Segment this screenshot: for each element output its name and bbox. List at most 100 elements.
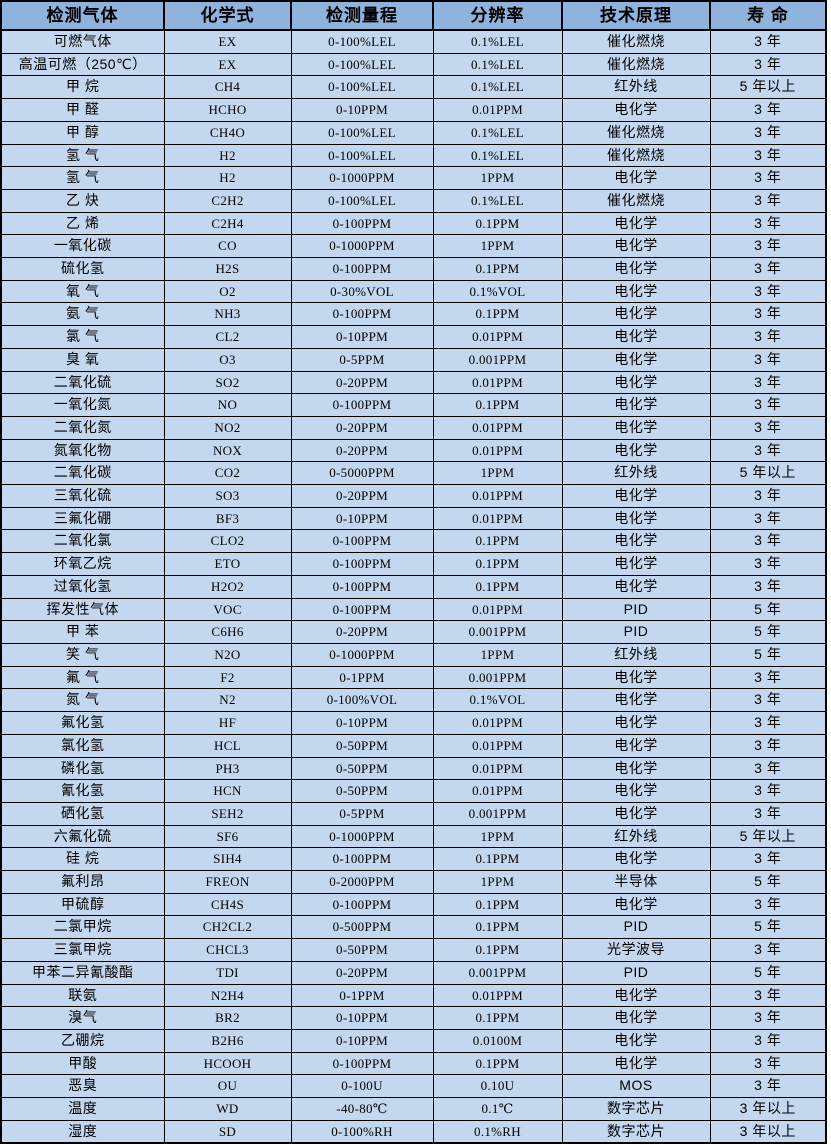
cell-formula: C2H4 (164, 212, 292, 236)
table-row: 溴气 BR2 0-10PPM 0.1PPM 电化学 3 年 (1, 1006, 826, 1030)
cell-life: 3 年 (710, 98, 826, 122)
cell-principle: 半导体 (562, 870, 711, 894)
cell-formula: O3 (164, 348, 292, 372)
cell-gas: 氮氧化物 (1, 439, 165, 463)
cell-resolution: 0.1%LEL (433, 30, 563, 54)
cell-life: 3 年 (710, 325, 826, 349)
cell-principle: PID (562, 961, 711, 985)
cell-life: 5 年 (710, 961, 826, 985)
cell-principle: 电化学 (562, 847, 711, 872)
table-row: 氢 气 H2 0-1000PPM 1PPM 电化学 3 年 (1, 166, 826, 190)
cell-range: 0-5PPM (291, 802, 434, 826)
cell-resolution: 0.1PPM (433, 893, 563, 917)
table-row: 甲 烷 CH4 0-100%LEL 0.1%LEL 红外线 5 年以上 (1, 75, 826, 100)
cell-gas: 二氧化硫 (1, 371, 165, 395)
cell-principle: MOS (562, 1074, 711, 1099)
cell-range: 0-20PPM (291, 371, 434, 395)
cell-gas: 甲 烷 (1, 75, 165, 100)
cell-range: 0-1000PPM (291, 643, 434, 667)
table-row: 高温可燃（250℃） EX 0-100%LEL 0.1%LEL 催化燃烧 3 年 (1, 53, 826, 77)
table-row: 氰化氢 HCN 0-50PPM 0.01PPM 电化学 3 年 (1, 779, 826, 803)
table-row: 甲 醇 CH4O 0-100%LEL 0.1%LEL 催化燃烧 3 年 (1, 121, 826, 145)
table-row: 联氨 N2H4 0-1PPM 0.01PPM 电化学 3 年 (1, 984, 826, 1008)
cell-principle: 数字芯片 (562, 1097, 711, 1121)
cell-life: 3 年 (710, 257, 826, 281)
column-header-formula: 化学式 (164, 1, 292, 31)
cell-gas: 三氟化硼 (1, 507, 165, 531)
table-row: 氟 气 F2 0-1PPM 0.001PPM 电化学 3 年 (1, 666, 826, 690)
cell-life: 3 年 (710, 439, 826, 463)
cell-gas: 湿度 (1, 1120, 165, 1144)
cell-gas: 甲酸 (1, 1052, 165, 1076)
cell-resolution: 0.01PPM (433, 757, 563, 781)
cell-resolution: 0.1PPM (433, 302, 563, 327)
cell-resolution: 0.001PPM (433, 666, 563, 690)
cell-principle: 电化学 (562, 302, 711, 327)
cell-range: 0-2000PPM (291, 870, 434, 894)
cell-principle: 红外线 (562, 461, 711, 486)
cell-life: 3 年 (710, 416, 826, 440)
cell-formula: NO2 (164, 416, 292, 440)
cell-principle: 电化学 (562, 371, 711, 395)
cell-gas: 恶臭 (1, 1074, 165, 1099)
cell-principle: 催化燃烧 (562, 189, 711, 213)
cell-resolution: 0.01PPM (433, 325, 563, 349)
cell-gas: 甲 苯 (1, 620, 165, 644)
cell-formula: SIH4 (164, 847, 292, 872)
cell-formula: VOC (164, 598, 292, 622)
table-row: 二氯甲烷 CH2CL2 0-500PPM 0.1PPM PID 5 年 (1, 915, 826, 940)
table-row: 乙硼烷 B2H6 0-10PPM 0.0100M 电化学 3 年 (1, 1029, 826, 1053)
table-row: 氢 气 H2 0-100%LEL 0.1%LEL 催化燃烧 3 年 (1, 144, 826, 168)
cell-principle: PID (562, 915, 711, 940)
cell-range: 0-500PPM (291, 915, 434, 940)
cell-life: 3 年 (710, 1029, 826, 1053)
cell-principle: 电化学 (562, 734, 711, 758)
cell-range: 0-100%LEL (291, 121, 434, 145)
cell-formula: OU (164, 1074, 292, 1099)
cell-range: 0-1000PPM (291, 166, 434, 190)
cell-range: 0-100PPM (291, 529, 434, 554)
table-row: 硅 烷 SIH4 0-100PPM 0.1PPM 电化学 3 年 (1, 847, 826, 872)
cell-formula: EX (164, 30, 292, 54)
cell-life: 5 年 (710, 870, 826, 894)
cell-principle: 催化燃烧 (562, 144, 711, 168)
cell-principle: 电化学 (562, 575, 711, 599)
cell-principle: 电化学 (562, 439, 711, 463)
cell-life: 3 年 (710, 30, 826, 54)
cell-resolution: 1PPM (433, 234, 563, 259)
cell-range: 0-20PPM (291, 439, 434, 463)
table-row: 可燃气体 EX 0-100%LEL 0.1%LEL 催化燃烧 3 年 (1, 30, 826, 54)
cell-gas: 二氧化氮 (1, 416, 165, 440)
cell-life: 3 年 (710, 1052, 826, 1076)
cell-gas: 氯 气 (1, 325, 165, 349)
table-row: 过氧化氢 H2O2 0-100PPM 0.1PPM 电化学 3 年 (1, 575, 826, 599)
cell-principle: 电化学 (562, 393, 711, 417)
cell-formula: NOX (164, 439, 292, 463)
cell-resolution: 0.1PPM (433, 393, 563, 417)
cell-formula: SEH2 (164, 802, 292, 826)
cell-resolution: 1PPM (433, 461, 563, 486)
cell-gas: 联氨 (1, 984, 165, 1008)
cell-gas: 氰化氢 (1, 779, 165, 803)
cell-gas: 二氧化氯 (1, 529, 165, 554)
cell-gas: 氧 气 (1, 280, 165, 304)
cell-principle: 电化学 (562, 166, 711, 190)
cell-range: 0-100PPM (291, 1052, 434, 1076)
cell-life: 5 年 (710, 915, 826, 940)
cell-principle: 催化燃烧 (562, 121, 711, 145)
cell-gas: 三氧化硫 (1, 484, 165, 508)
cell-principle: 电化学 (562, 416, 711, 440)
cell-life: 3 年 (710, 507, 826, 531)
cell-resolution: 0.01PPM (433, 507, 563, 531)
cell-principle: 红外线 (562, 643, 711, 667)
cell-principle: 催化燃烧 (562, 53, 711, 77)
table-row: 一氧化碳 CO 0-1000PPM 1PPM 电化学 3 年 (1, 234, 826, 259)
table-row: 乙 烯 C2H4 0-100PPM 0.1PPM 电化学 3 年 (1, 212, 826, 236)
cell-resolution: 0.001PPM (433, 620, 563, 644)
cell-formula: CH2CL2 (164, 915, 292, 940)
cell-gas: 二氯甲烷 (1, 915, 165, 940)
cell-range: 0-10PPM (291, 98, 434, 122)
cell-range: 0-100PPM (291, 552, 434, 576)
cell-formula: F2 (164, 666, 292, 690)
